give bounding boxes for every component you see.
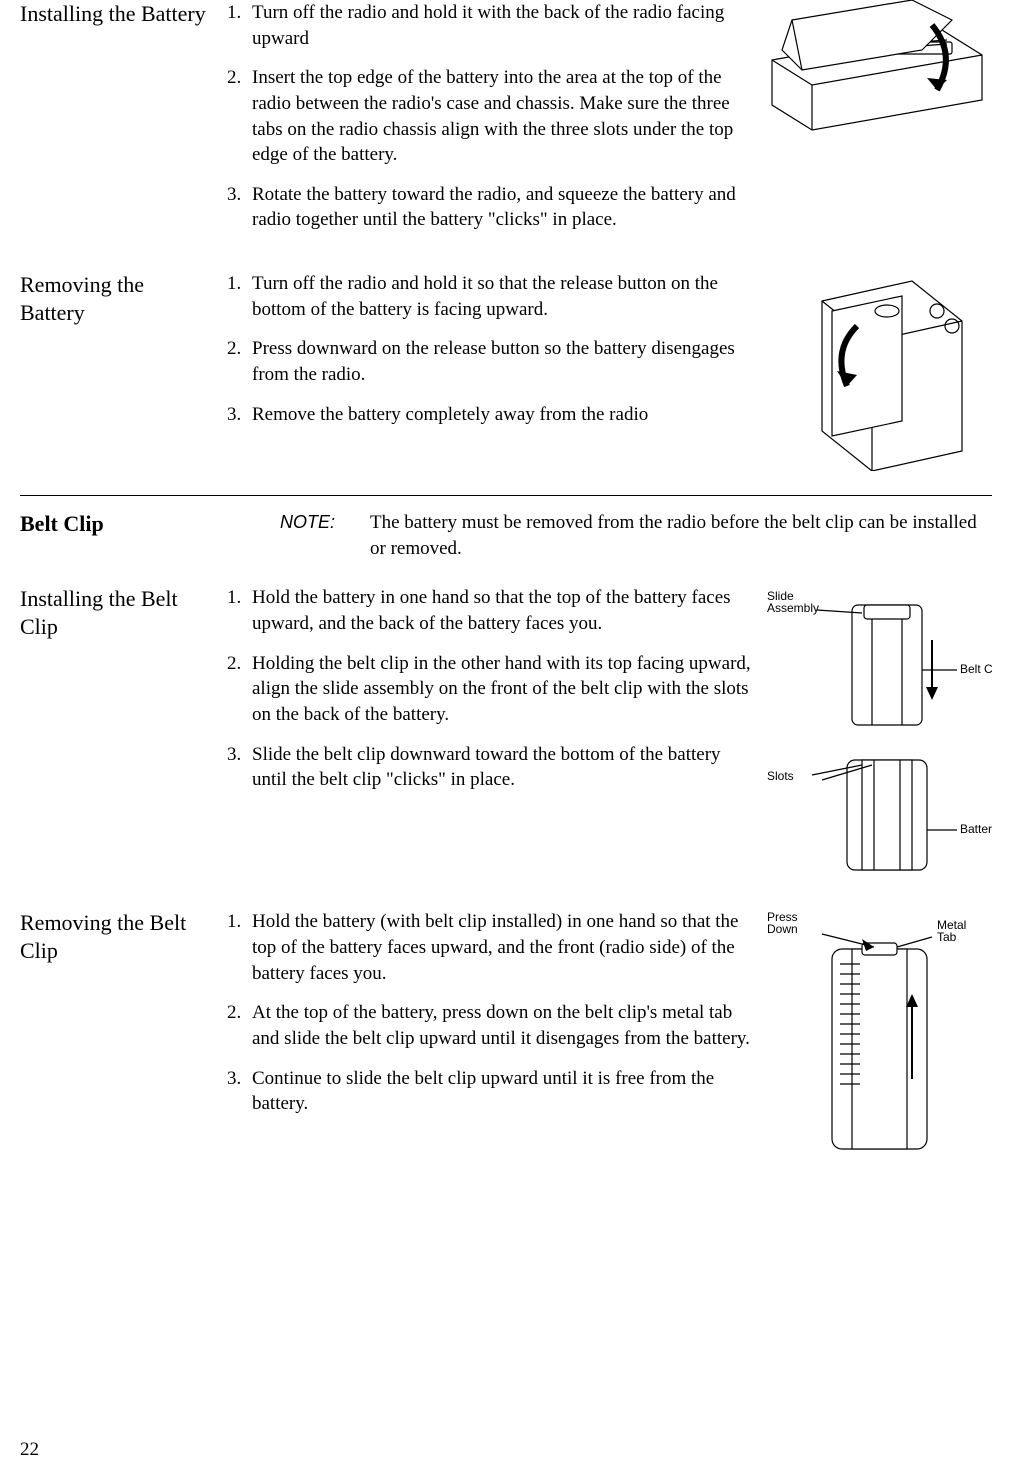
note-text: The battery must be removed from the rad… — [370, 510, 984, 561]
steps-remove-battery: Turn off the radio and hold it so that t… — [220, 271, 762, 441]
heading-remove-battery: Removing the Battery — [20, 271, 220, 326]
heading-install-battery: Installing the Battery — [20, 0, 220, 28]
note-container: NOTE: The battery must be removed from t… — [220, 510, 992, 561]
svg-text:MetalTab: MetalTab — [937, 918, 966, 944]
heading-install-clip: Installing the Belt Clip — [20, 585, 220, 640]
steps-install-battery: Turn off the radio and hold it with the … — [220, 0, 762, 247]
step: Continue to slide the belt clip upward u… — [246, 1066, 754, 1117]
note-label: NOTE: — [280, 510, 370, 534]
illustration-install-clip: SlideAssembly Belt Clip Slots Battery — [762, 585, 992, 885]
heading-belt-clip: Belt Clip — [20, 510, 220, 538]
note-row: NOTE: The battery must be removed from t… — [220, 510, 984, 561]
label-battery: Battery — [960, 822, 992, 836]
step: Press downward on the release button so … — [246, 336, 754, 387]
step: Hold the battery (with belt clip install… — [246, 909, 754, 986]
step: Remove the battery completely away from … — [246, 402, 754, 428]
manual-page: Installing the Battery Turn off the radi… — [0, 0, 1012, 1481]
label-slots: Slots — [767, 769, 794, 783]
body-remove-clip: Hold the battery (with belt clip install… — [220, 909, 992, 1169]
step: Turn off the radio and hold it so that t… — [246, 271, 754, 322]
steps-remove-clip: Hold the battery (with belt clip install… — [220, 909, 762, 1130]
steps-install-clip: Hold the battery in one hand so that the… — [220, 585, 762, 806]
body-belt-clip-header: NOTE: The battery must be removed from t… — [220, 510, 992, 561]
step: Hold the battery in one hand so that the… — [246, 585, 754, 636]
body-install-clip: Hold the battery in one hand so that the… — [220, 585, 992, 885]
page-number: 22 — [20, 1439, 39, 1461]
body-install-battery: Turn off the radio and hold it with the … — [220, 0, 992, 247]
step: Insert the top edge of the battery into … — [246, 65, 754, 168]
section-install-clip: Installing the Belt Clip Hold the batter… — [20, 585, 992, 885]
heading-remove-clip: Removing the Belt Clip — [20, 909, 220, 964]
step: Slide the belt clip downward toward the … — [246, 742, 754, 793]
label-belt-clip: Belt Clip — [960, 662, 992, 676]
illustration-install-battery — [762, 0, 992, 160]
section-divider — [20, 495, 992, 496]
svg-text:SlideAssembly: SlideAssembly — [767, 589, 819, 615]
illustration-remove-clip: PressDown MetalTab — [762, 909, 992, 1169]
body-remove-battery: Turn off the radio and hold it so that t… — [220, 271, 992, 471]
svg-text:PressDown: PressDown — [767, 910, 798, 936]
section-remove-clip: Removing the Belt Clip Hold the battery … — [20, 909, 992, 1169]
section-install-battery: Installing the Battery Turn off the radi… — [20, 0, 992, 247]
section-remove-battery: Removing the Battery Turn off the radio … — [20, 271, 992, 471]
step: Turn off the radio and hold it with the … — [246, 0, 754, 51]
illustration-remove-battery — [762, 271, 992, 471]
step: Holding the belt clip in the other hand … — [246, 651, 754, 728]
section-belt-clip-header: Belt Clip NOTE: The battery must be remo… — [20, 510, 992, 561]
step: Rotate the battery toward the radio, and… — [246, 182, 754, 233]
step: At the top of the battery, press down on… — [246, 1000, 754, 1051]
